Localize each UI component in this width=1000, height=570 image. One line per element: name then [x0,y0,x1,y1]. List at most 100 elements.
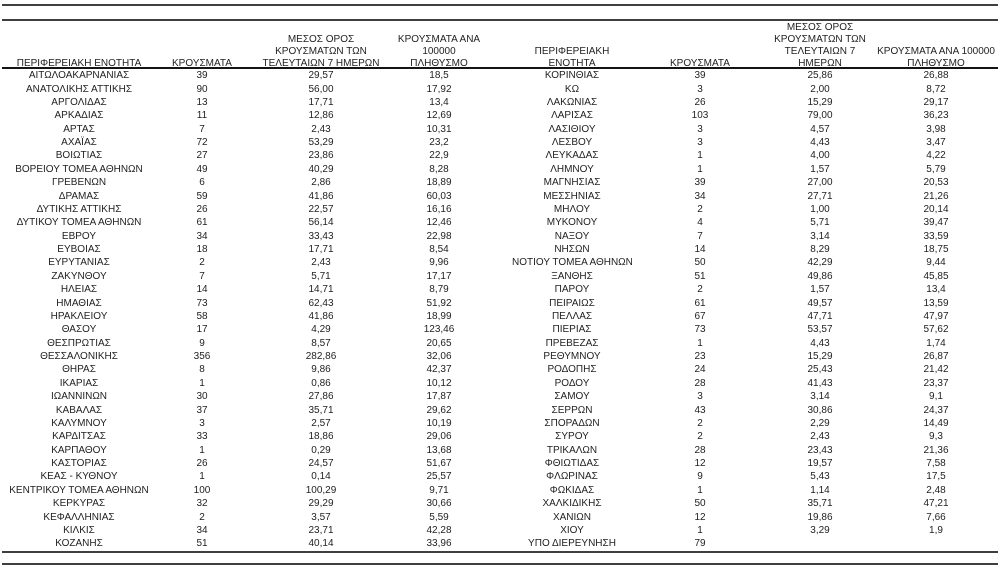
column-header-per100k-left: ΚΡΟΥΣΜΑΤΑ ΑΝΑ 100000 ΠΛΗΘΥΣΜΟ [397,34,481,69]
table-row: ΖΑΚΥΝΘΟΥ 7 5,71 17,17 ΞΑΝΘΗΣ 51 49,86 45,85 [0,270,1000,283]
region-cell: ΕΥΒΟΙΑΣ [57,244,101,256]
per100k-cell: 22,9 [429,150,449,162]
per100k-cell: 13,4 [926,284,946,296]
region-cell: ΘΕΣΣΑΛΟΝΙΚΗΣ [40,351,118,363]
per100k-cell: 18,89 [426,177,452,189]
cases-cell: 3 [697,83,703,95]
table-row: ΗΛΕΙΑΣ 14 14,71 8,79 ΠΑΡΟΥ 2 1,57 13,4 [0,283,1000,296]
column-header-cases-left: ΚΡΟΥΣΜΑΤΑ [172,58,232,69]
avg7-cell: 2,00 [810,83,830,95]
region-cell: ΑΡΚΑΔΙΑΣ [54,110,104,122]
avg7-cell: 23,86 [308,150,334,162]
table-row: ΔΥΤΙΚΗΣ ΑΤΤΙΚΗΣ 26 22,57 16,16 ΜΗΛΟΥ 2 1,00 20,… [0,203,1000,216]
cases-cell: 90 [196,83,208,95]
table-row: ΒΟΙΩΤΙΑΣ 27 23,86 22,9 ΛΕΥΚΑΔΑΣ 1 4,00 4,22 [0,149,1000,162]
cases-cell: 1 [697,150,703,162]
per100k-cell: 42,37 [426,364,452,376]
avg7-cell: 62,43 [308,297,334,309]
cases-cell: 50 [694,498,706,510]
region-cell: ΛΑΣΙΘΙΟΥ [548,123,596,135]
per100k-cell: 8,28 [429,163,449,175]
cases-cell: 2 [697,431,703,443]
per100k-cell: 45,85 [923,270,949,282]
top-rule-1 [2,4,998,6]
region-cell: ΚΟΖΑΝΗΣ [55,538,103,550]
per100k-cell: 30,66 [426,498,452,510]
avg7-cell: 40,14 [308,538,334,550]
per100k-cell: 42,28 [426,524,452,536]
region-cell: ΠΕΙΡΑΙΩΣ [549,297,595,309]
avg7-cell: 0,29 [311,444,331,456]
region-cell: ΧΙΟΥ [560,524,584,536]
region-cell: ΣΑΜΟΥ [554,391,590,403]
per100k-cell: 3,47 [926,137,946,149]
per100k-cell: 23,37 [923,377,949,389]
avg7-cell: 2,29 [810,417,830,429]
region-cell: ΜΗΛΟΥ [553,203,591,215]
table-row: ΚΙΛΚΙΣ 34 23,71 42,28 ΧΙΟΥ 1 3,29 1,9 [0,524,1000,537]
avg7-cell: 3,14 [810,391,830,403]
region-cell: ΘΗΡΑΣ [62,364,96,376]
cases-cell: 9 [199,337,205,349]
per100k-cell: 18,99 [426,310,452,322]
region-cell: ΚΑΡΠΑΘΟΥ [51,444,107,456]
cases-cell: 26 [196,458,208,470]
avg7-cell: 22,57 [308,203,334,215]
region-cell: ΛΗΜΝΟΥ [550,163,594,175]
region-cell: ΑΧΑΪΑΣ [61,137,97,149]
cases-cell: 34 [694,190,706,202]
avg7-cell: 41,86 [308,190,334,202]
cases-cell: 1 [199,444,205,456]
avg7-cell: 2,86 [311,177,331,189]
region-cell: ΙΚΑΡΙΑΣ [59,377,99,389]
cases-cell: 23 [694,351,706,363]
column-header-avg7-left: ΜΕΣΟΣ ΟΡΟΣ ΚΡΟΥΣΜΑΤΩΝ ΤΩΝ ΤΕΛΕΥΤΑΙΩΝ 7 Η… [262,34,380,69]
cases-cell: 26 [196,203,208,215]
per100k-cell: 17,87 [426,391,452,403]
region-cell: ΜΑΓΝΗΣΙΑΣ [543,177,601,189]
cases-cell: 2 [199,511,205,523]
region-cell: ΧΑΝΙΩΝ [552,511,592,523]
region-cell: ΗΜΑΘΙΑΣ [56,297,102,309]
per100k-cell: 9,44 [926,257,946,269]
per100k-cell: 3,98 [926,123,946,135]
per100k-cell: 33,96 [426,538,452,550]
cases-cell: 32 [196,498,208,510]
avg7-cell: 12,86 [308,110,334,122]
table-row: ΕΥΒΟΙΑΣ 18 17,71 8,54 ΝΗΣΩΝ 14 8,29 18,75 [0,243,1000,256]
region-cell: ΚΕΡΚΥΡΑΣ [52,498,106,510]
avg7-cell: 56,14 [308,217,334,229]
cases-cell: 1 [697,163,703,175]
region-cell: ΠΙΕΡΙΑΣ [552,324,592,336]
per100k-cell: 29,06 [426,431,452,443]
cases-cell: 1 [199,471,205,483]
cases-cell: 6 [199,177,205,189]
region-cell: ΚΑΒΑΛΑΣ [55,404,103,416]
per100k-cell: 17,5 [926,471,946,483]
cases-cell: 17 [196,324,208,336]
cases-cell: 39 [694,177,706,189]
cases-cell: 2 [697,417,703,429]
cases-cell: 7 [199,270,205,282]
cases-cell: 28 [694,377,706,389]
avg7-cell: 53,29 [308,137,334,149]
cases-cell: 43 [694,404,706,416]
region-cell: ΧΑΛΚΙΔΙΚΗΣ [542,498,602,510]
table-row: ΗΡΑΚΛΕΙΟΥ 58 41,86 18,99 ΠΕΛΛΑΣ 67 47,71 47,97 [0,310,1000,323]
column-header-avg7-right: ΜΕΣΟΣ ΟΡΟΣ ΚΡΟΥΣΜΑΤΩΝ ΤΩΝ ΤΕΛΕΥΤΑΙΩΝ 7 Η… [774,22,866,69]
avg7-cell: 3,14 [810,230,830,242]
region-cell: ΞΑΝΘΗΣ [551,270,593,282]
table-row: ΚΕΦΑΛΛΗΝΙΑΣ 2 3,57 5,59 ΧΑΝΙΩΝ 12 19,86 7,66 [0,510,1000,523]
table-row: ΚΑΣΤΟΡΙΑΣ 26 24,57 51,67 ΦΘΙΩΤΙΔΑΣ 12 19,57 7,5… [0,457,1000,470]
per100k-cell: 17,92 [426,83,452,95]
avg7-cell: 19,86 [807,511,833,523]
region-cell: ΜΥΚΟΝΟΥ [546,217,598,229]
per100k-cell: 20,65 [426,337,452,349]
top-rule-2 [2,19,998,21]
per100k-cell: 51,92 [426,297,452,309]
cases-cell: 100 [193,484,211,496]
cases-cell: 72 [196,137,208,149]
region-cell: ΗΛΕΙΑΣ [60,284,98,296]
region-cell: ΚΕΝΤΡΙΚΟΥ ΤΟΜΕΑ ΑΘΗΝΩΝ [9,484,149,496]
region-cell: ΦΘΙΩΤΙΔΑΣ [544,458,600,470]
